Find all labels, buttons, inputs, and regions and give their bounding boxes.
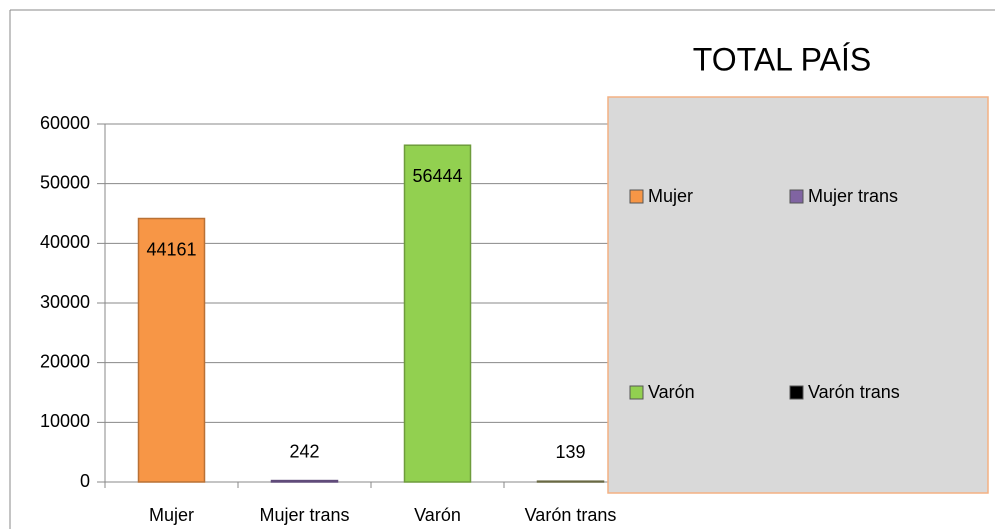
y-tick-label: 50000 [40,172,90,192]
bar [270,479,339,483]
y-tick-label: 40000 [40,232,90,252]
y-tick-label: 20000 [40,351,90,371]
legend-swatch [629,189,644,204]
legend-box [607,96,989,494]
legend-label: Mujer trans [808,186,898,206]
data-label: 56444 [412,166,462,186]
bar [536,480,605,483]
legend-swatch [789,189,804,204]
y-tick-label: 0 [80,471,90,491]
data-label: 242 [289,441,319,461]
x-tick-label: Varón [414,505,461,525]
bar [403,144,472,483]
legend-swatch [629,385,644,400]
legend-label: Varón [648,382,695,402]
data-label: 139 [555,442,585,462]
chart-title: TOTAL PAÍS [693,41,871,77]
legend-label: Varón trans [808,382,900,402]
y-tick-label: 10000 [40,411,90,431]
bar [137,217,206,483]
y-tick-label: 30000 [40,292,90,312]
x-tick-label: Mujer [149,505,194,525]
legend-label: Mujer [648,186,693,206]
legend-swatch [789,385,804,400]
y-tick-label: 60000 [40,113,90,133]
data-label: 44161 [146,239,196,259]
x-tick-label: Mujer trans [259,505,349,525]
x-tick-label: Varón trans [525,505,617,525]
